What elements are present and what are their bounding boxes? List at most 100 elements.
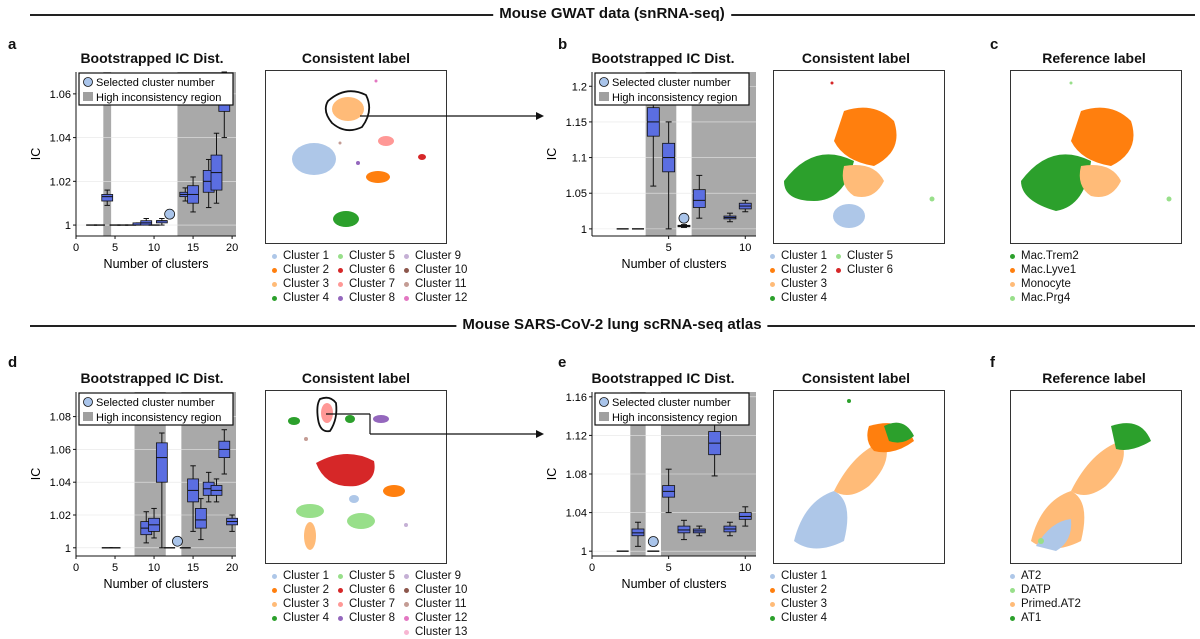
legend-dot-icon <box>770 281 775 287</box>
legend-label: Cluster 6 <box>349 584 396 596</box>
legend-label: Mac.Prg4 <box>1021 292 1071 304</box>
section-title-gwat: Mouse GWAT data (snRNA-seq) <box>493 5 731 22</box>
legend-label: Cluster 2 <box>283 264 330 276</box>
legend-label: Cluster 6 <box>349 264 396 276</box>
legend-label: Cluster 10 <box>415 584 468 596</box>
cluster-blob <box>929 196 935 202</box>
y-axis-label: IC <box>29 468 43 481</box>
selected-cluster-marker <box>678 212 690 224</box>
legend-column: Cluster 1 Cluster 2 Cluster 3 Cluster 4 <box>272 569 329 625</box>
legend-dot-icon <box>272 281 277 287</box>
cluster-blob <box>1166 196 1172 202</box>
legend-dot-icon <box>770 601 775 607</box>
legend-dot-icon <box>770 253 775 259</box>
x-axis-label: Number of clusters <box>104 577 209 591</box>
x-tick-label: 15 <box>187 562 199 574</box>
legend-dot-icon <box>1010 281 1015 287</box>
cluster-blob <box>349 495 359 503</box>
legend-item: Cluster 4 <box>770 611 827 625</box>
legend-label: Cluster 8 <box>349 612 396 624</box>
y-tick-label: 1 <box>65 543 71 555</box>
legend-column: Cluster 1 Cluster 2 Cluster 3 Cluster 4 <box>770 569 827 625</box>
chart-legend-box <box>78 392 234 426</box>
legend-dot-icon <box>272 615 277 621</box>
legend-item: Cluster 1 <box>770 569 827 583</box>
cluster-blob <box>784 154 854 201</box>
legend-high-label: High inconsistency region <box>96 92 221 104</box>
legend-selected-swatch <box>83 397 93 407</box>
panel-title-a-umap: Consistent label <box>301 50 411 66</box>
chart-legend-box <box>78 72 234 106</box>
legend-item: Cluster 12 <box>404 291 467 305</box>
y-tick-label: 1.04 <box>50 133 71 145</box>
legend-label: Cluster 9 <box>415 250 462 262</box>
umap-d-scatter <box>288 396 408 550</box>
cluster-blob <box>834 441 887 495</box>
selected-cluster-marker <box>164 208 176 220</box>
legend-item: Cluster 3 <box>272 277 329 291</box>
legend-dot-icon <box>836 253 841 259</box>
umap-a <box>265 70 447 244</box>
legend-high-label: High inconsistency region <box>96 412 221 424</box>
legend-item: Cluster 6 <box>338 263 395 277</box>
cluster-blob <box>847 399 851 403</box>
legend-label: Cluster 5 <box>349 570 396 582</box>
y-tick-label: 1.06 <box>50 89 71 101</box>
legend-dot-icon <box>770 587 775 593</box>
panel-title-a: Bootstrapped IC Dist. <box>80 50 224 66</box>
cluster-blob <box>1038 538 1044 544</box>
chart-legend-box <box>594 72 750 106</box>
cluster-blob <box>373 415 389 423</box>
y-tick-label: 1.06 <box>50 444 71 456</box>
box <box>692 189 706 208</box>
legend-label: Cluster 4 <box>283 292 330 304</box>
legend-dot-icon <box>404 295 409 301</box>
legend-c: Mac.Trem2 Mac.Lyve1 Monocyte Mac.Prg4 <box>1010 249 1130 309</box>
x-axis-label: Number of clusters <box>622 257 727 271</box>
panel-title-d: Bootstrapped IC Dist. <box>80 370 224 386</box>
legend-dot-icon <box>404 573 409 579</box>
legend-label: Cluster 1 <box>283 250 330 262</box>
y-tick-label: 1.02 <box>50 176 71 188</box>
cluster-blob <box>374 79 378 83</box>
panel-title-d-umap: Consistent label <box>301 370 411 386</box>
x-tick-label: 0 <box>73 562 79 574</box>
x-tick-label: 10 <box>739 242 751 254</box>
legend-item: Cluster 1 <box>272 569 329 583</box>
legend-item: Cluster 1 <box>272 249 329 263</box>
box <box>195 508 207 529</box>
legend-label: Cluster 4 <box>781 612 828 624</box>
legend-high-label: High inconsistency region <box>612 92 737 104</box>
cluster-blob <box>292 143 336 175</box>
legend-column: Cluster 5 Cluster 6 <box>836 249 893 277</box>
legend-label: AT1 <box>1021 612 1042 624</box>
legend-item: Cluster 7 <box>338 597 395 611</box>
legend-label: Cluster 1 <box>283 570 330 582</box>
x-tick-label: 20 <box>226 562 238 574</box>
cluster-blob <box>304 437 308 441</box>
legend-label: Cluster 3 <box>781 598 828 610</box>
legend-label: Cluster 4 <box>283 612 330 624</box>
cluster-blob <box>884 422 914 443</box>
y-axis-label: IC <box>545 468 559 481</box>
x-tick-label: 5 <box>666 562 672 574</box>
legend-column: Cluster 9 Cluster 10 Cluster 11 Cluster 12 <box>404 249 467 305</box>
panel-label-c: c <box>990 36 999 53</box>
legend-dot-icon <box>1010 267 1015 273</box>
legend-dot-icon <box>338 281 343 287</box>
legend-column: Cluster 5 Cluster 6 Cluster 7 Cluster 8 <box>338 569 395 625</box>
legend-dot-icon <box>272 601 277 607</box>
cluster-blob <box>1111 423 1151 450</box>
x-tick-label: 20 <box>226 242 238 254</box>
legend-label: Cluster 4 <box>781 292 828 304</box>
legend-selected-swatch <box>599 397 609 407</box>
umap-b <box>773 70 945 244</box>
umap-e-scatter <box>794 399 914 549</box>
ic-boxplot-d: 1 1.02 1.04 1.06 1.08 0 5 10 15 20 Number of clust… <box>29 392 238 591</box>
cluster-blob <box>304 522 316 550</box>
legend-dot-icon <box>272 573 277 579</box>
legend-dot-icon <box>338 601 343 607</box>
legend-item: Cluster 3 <box>770 277 827 291</box>
legend-item: Cluster 5 <box>338 249 395 263</box>
ic-boxplot-e: 1 1.04 1.08 1.12 1.16 0 5 10 Number of clusters I… <box>545 392 756 591</box>
